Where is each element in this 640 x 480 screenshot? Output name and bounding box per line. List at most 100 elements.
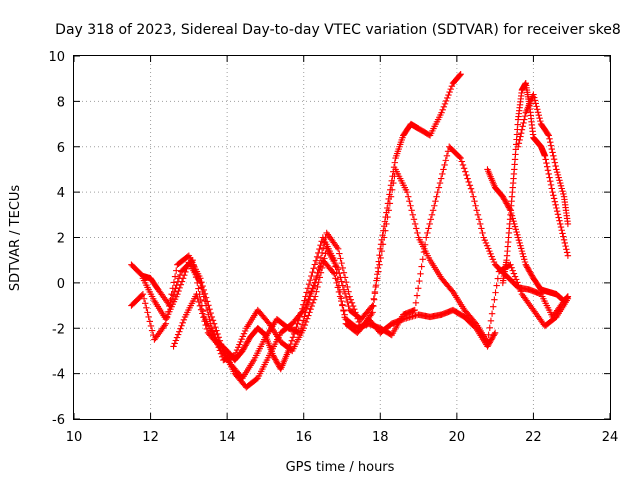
data-point — [403, 188, 411, 196]
data-point — [380, 234, 388, 241]
data-point — [345, 288, 352, 295]
data-point — [206, 315, 213, 323]
data-point — [444, 148, 452, 155]
data-point — [518, 247, 526, 255]
data-point — [545, 132, 552, 139]
y-tick-label: -4 — [52, 368, 65, 383]
data-point — [146, 318, 154, 325]
data-point — [179, 275, 187, 282]
data-point — [542, 156, 549, 163]
data-point — [517, 133, 524, 140]
data-point — [197, 279, 204, 287]
data-point — [240, 330, 248, 337]
data-point — [448, 82, 456, 90]
data-point — [521, 256, 528, 263]
data-point — [521, 116, 528, 123]
data-point — [544, 163, 551, 170]
data-point — [563, 246, 570, 253]
data-point — [382, 227, 389, 234]
data-point — [316, 245, 323, 253]
data-point — [510, 217, 517, 225]
data-point — [474, 211, 482, 219]
data-point — [238, 335, 245, 343]
data-point — [462, 168, 469, 175]
data-point — [341, 290, 349, 297]
data-point — [243, 340, 250, 348]
data-point — [519, 123, 526, 130]
data-point — [467, 185, 475, 192]
data-point — [296, 329, 304, 336]
data-point — [301, 313, 308, 320]
data-point — [521, 112, 529, 120]
data-point — [558, 185, 565, 192]
data-point — [500, 194, 507, 202]
data-point — [340, 286, 348, 293]
data-point — [300, 317, 307, 324]
data-point — [459, 161, 467, 169]
data-point — [411, 220, 419, 228]
data-point — [508, 212, 516, 219]
data-point — [534, 106, 541, 113]
data-point — [526, 268, 533, 275]
data-point — [559, 188, 566, 195]
data-point — [376, 261, 383, 268]
data-point — [489, 256, 497, 263]
data-point — [199, 310, 206, 317]
x-tick-label: 20 — [449, 430, 466, 445]
data-point — [170, 279, 178, 286]
data-point — [343, 294, 350, 302]
data-point — [525, 266, 533, 274]
data-point — [511, 273, 519, 280]
data-point — [308, 302, 315, 310]
data-point — [384, 213, 391, 221]
data-point — [431, 202, 438, 209]
series-track-5 — [484, 166, 572, 305]
data-point — [387, 193, 395, 200]
data-point — [560, 233, 567, 240]
data-point — [139, 291, 147, 298]
series-track-4 — [170, 143, 568, 382]
data-point — [270, 353, 278, 361]
data-point — [271, 354, 278, 362]
data-point — [485, 331, 492, 339]
data-point — [273, 359, 281, 366]
data-point — [239, 347, 246, 355]
data-point — [288, 337, 296, 344]
data-point — [167, 296, 174, 304]
data-point — [524, 265, 532, 273]
data-point — [340, 269, 348, 276]
data-point — [508, 264, 515, 271]
data-point — [148, 327, 156, 334]
data-point — [544, 131, 552, 138]
data-point — [341, 311, 348, 318]
series-track-6 — [499, 80, 572, 287]
data-point — [466, 182, 474, 189]
data-point — [145, 313, 152, 321]
data-point — [304, 301, 312, 308]
data-point — [200, 314, 207, 321]
data-point — [545, 170, 552, 178]
x-tick-label: 14 — [219, 430, 236, 445]
data-point — [490, 332, 497, 339]
data-point — [457, 70, 464, 78]
data-point — [336, 250, 343, 257]
chart-title: Day 318 of 2023, Sidereal Day-to-day VTE… — [55, 22, 621, 38]
y-tick-label: 6 — [57, 141, 65, 156]
data-point — [501, 197, 509, 204]
data-point — [302, 309, 309, 316]
data-point — [479, 229, 486, 237]
data-point — [559, 230, 566, 237]
data-point — [502, 198, 510, 206]
data-point — [180, 316, 188, 324]
data-point — [553, 166, 560, 173]
data-point — [203, 325, 211, 333]
data-point — [494, 275, 502, 282]
data-point — [339, 264, 346, 272]
data-point — [417, 270, 424, 277]
data-point — [527, 269, 534, 277]
data-point — [553, 204, 560, 212]
data-point — [308, 272, 315, 280]
data-point — [147, 322, 155, 330]
data-point — [298, 321, 306, 328]
